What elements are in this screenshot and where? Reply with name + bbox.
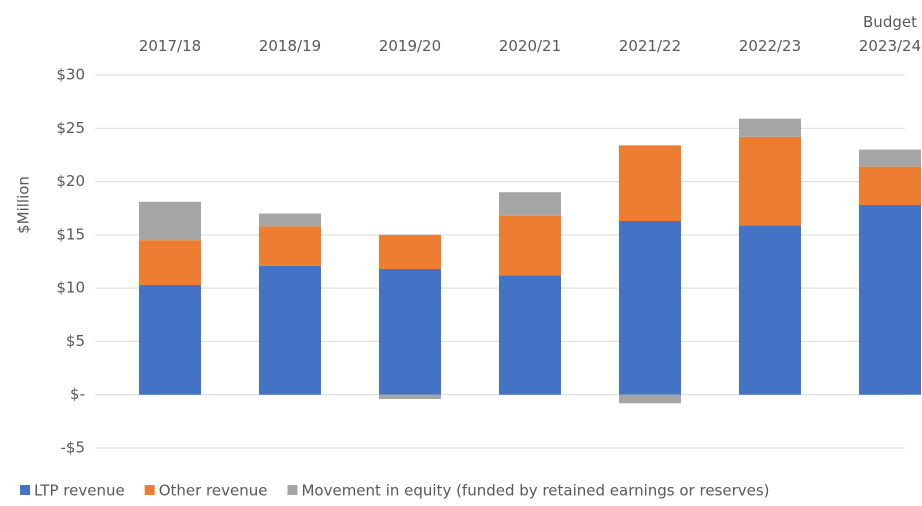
bar-segment [499,215,561,276]
y-tick-label: $15 [56,225,85,243]
y-tick-label: $30 [56,66,85,84]
bar-segment [139,240,201,285]
x-tick-label: 2021/22 [619,37,681,55]
bar-segment [499,275,561,395]
bar-segment [619,221,681,395]
bar-segment [379,394,441,399]
x-tick-label: 2018/19 [259,37,321,55]
y-tick-label: $5 [66,332,85,350]
bar-segment [139,284,201,395]
legend-swatch [20,485,30,495]
bar-segment [619,145,681,222]
y-axis-title: $Million [15,176,33,234]
y-tick-label: $20 [56,172,85,190]
y-tick-label: $10 [56,279,85,297]
bar-segment [859,166,921,206]
y-tick-label: $- [70,385,85,403]
bar-segment [619,394,681,404]
x-tick-label: 2020/21 [499,37,561,55]
legend-label: Other revenue [159,482,268,500]
y-tick-label: -$5 [61,439,86,457]
bar-segment [379,234,441,269]
bar-segment [739,136,801,226]
legend-swatch [144,485,155,495]
x-tick-label: 2019/20 [379,37,441,55]
bar-segment [739,225,801,395]
bar-segment [859,149,921,167]
bar-segment [259,265,321,395]
x-tick-label: Budget 2023/24 [859,13,921,55]
bar-segment [499,192,561,216]
bar-segment [739,118,801,137]
bar-segment [259,213,321,227]
x-tick-label: 2017/18 [139,37,201,55]
legend-label: Movement in equity (funded by retained e… [301,482,769,500]
bar-segment [859,205,921,395]
bar-segment [379,268,441,395]
y-tick-label: $25 [56,119,85,137]
bar-segment [139,201,201,241]
legend-label: LTP revenue [34,482,125,500]
bar-segment [259,226,321,266]
legend-swatch [287,485,298,495]
x-tick-label: 2022/23 [739,37,801,55]
